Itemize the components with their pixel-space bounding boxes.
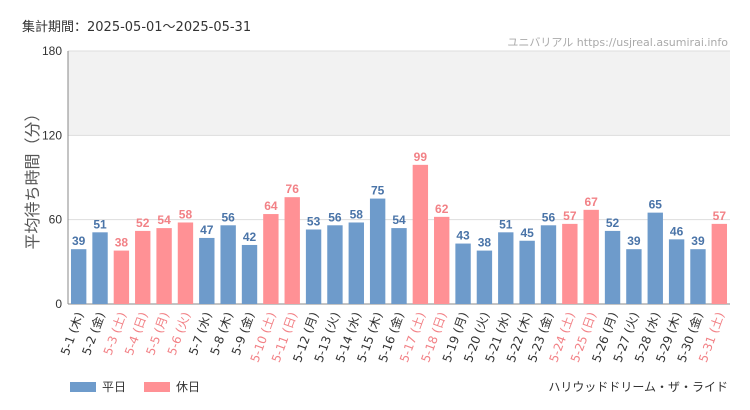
bar — [284, 197, 300, 304]
bar-value-label: 39 — [691, 234, 705, 248]
bar-value-label: 56 — [542, 210, 556, 224]
y-axis-title: 平均待ち時間（分） — [23, 105, 42, 249]
bar-value-label: 57 — [563, 209, 577, 223]
bar — [92, 232, 108, 304]
bar — [70, 249, 87, 304]
bar — [540, 225, 557, 304]
bar — [263, 214, 279, 304]
bar — [562, 223, 578, 304]
bar-value-label: 53 — [307, 215, 321, 229]
bar — [647, 212, 663, 304]
bar-value-label: 56 — [221, 210, 235, 224]
y-tick-label: 180 — [42, 44, 62, 58]
bar-value-label: 58 — [350, 207, 364, 221]
bar-value-label: 58 — [179, 207, 193, 221]
ride-name: ハリウッドドリーム・ザ・ライド — [548, 380, 728, 394]
bar — [369, 198, 386, 304]
bar — [519, 240, 535, 304]
bar-value-label: 99 — [414, 150, 428, 164]
bar-value-label: 76 — [286, 182, 300, 196]
legend-item-holiday: 休日 — [144, 378, 200, 395]
bar — [604, 230, 621, 304]
bar — [156, 228, 172, 304]
bar — [135, 230, 151, 304]
bar — [498, 232, 514, 304]
bar-value-label: 57 — [713, 209, 727, 223]
legend-label-holiday: 休日 — [176, 380, 201, 394]
bar-value-label: 52 — [136, 216, 150, 230]
bar-value-label: 45 — [520, 226, 534, 240]
bar-value-label: 54 — [157, 213, 171, 227]
bar-value-label: 38 — [115, 236, 129, 250]
bar-value-label: 67 — [585, 195, 599, 209]
bar — [476, 250, 493, 304]
bar-value-label: 39 — [627, 234, 641, 248]
legend-swatch-weekday — [70, 381, 96, 392]
bar-value-label: 39 — [72, 234, 86, 248]
bar — [199, 237, 215, 304]
bar — [583, 209, 599, 304]
bar-value-label: 42 — [243, 230, 257, 244]
legend-label-weekday: 平日 — [102, 380, 127, 394]
bar — [711, 223, 728, 304]
legend-item-weekday: 平日 — [70, 378, 126, 395]
bar — [412, 164, 429, 304]
bar — [327, 225, 343, 304]
y-tick-label: 60 — [49, 213, 63, 227]
bar-value-label: 75 — [371, 184, 385, 198]
bar-value-label: 43 — [456, 229, 470, 243]
bar-value-label: 54 — [392, 213, 406, 227]
period-label: 集計期間：2025-05-01～2025-05-31 — [22, 20, 252, 35]
bar-value-label: 47 — [200, 223, 214, 237]
bar — [434, 216, 450, 304]
highlight-band — [68, 51, 730, 136]
bar — [113, 250, 130, 304]
brand-watermark: ユニバリアル https://usjreal.asumirai.info — [507, 36, 728, 49]
bar-value-label: 65 — [649, 198, 663, 212]
legend-swatch-holiday — [144, 381, 171, 392]
bar — [455, 243, 471, 304]
bar-value-label: 51 — [93, 217, 107, 231]
bar-value-label: 52 — [606, 216, 620, 230]
bar — [626, 249, 642, 304]
bar-value-label: 46 — [670, 224, 684, 238]
y-tick-label: 120 — [42, 128, 62, 142]
bar-value-label: 62 — [435, 202, 449, 216]
bar — [690, 249, 706, 304]
bar-value-label: 38 — [478, 236, 492, 250]
bar-value-label: 56 — [328, 210, 342, 224]
bar — [305, 229, 322, 304]
bar-value-label: 51 — [499, 217, 513, 231]
bar — [241, 244, 258, 304]
bar — [668, 239, 685, 304]
bar-value-label: 64 — [264, 199, 278, 213]
y-tick-label: 0 — [55, 297, 62, 311]
bar — [348, 222, 364, 304]
bar — [391, 228, 407, 304]
bar — [177, 222, 194, 304]
bar — [220, 225, 236, 304]
legend: 平日 休日 — [70, 378, 200, 395]
